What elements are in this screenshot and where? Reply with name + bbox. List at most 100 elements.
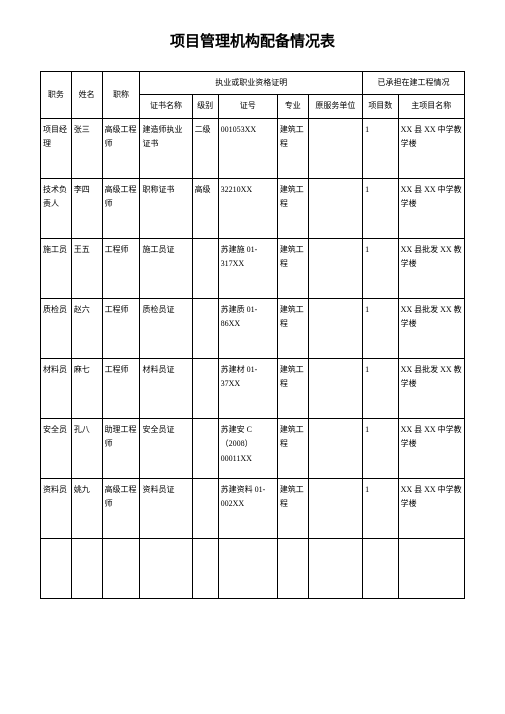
cell-major: 建筑工程 — [277, 178, 308, 238]
cell-empty — [140, 538, 192, 598]
cell-jobTitle: 工程师 — [102, 238, 140, 298]
table-row-empty — [41, 538, 465, 598]
header-name: 姓名 — [71, 72, 102, 119]
cell-empty — [192, 538, 218, 598]
cell-certNo: 苏建材 01-37XX — [218, 358, 277, 418]
cell-certNo: 001053XX — [218, 118, 277, 178]
table-row: 材料员麻七工程师材料员证苏建材 01-37XX建筑工程 1XX 县批发 XX 教学… — [41, 358, 465, 418]
cell-projName: XX 县 XX 中学教学楼 — [398, 178, 464, 238]
table-row: 项目经理张三高级工程师建造师执业证书二级001053XX建筑工程 1XX 县 XX… — [41, 118, 465, 178]
cell-name: 姚九 — [71, 478, 102, 538]
cell-certNo: 苏建资料 01-002XX — [218, 478, 277, 538]
cell-certName: 质检员证 — [140, 298, 192, 358]
cell-origUnit — [308, 478, 362, 538]
cell-name: 赵六 — [71, 298, 102, 358]
cell-origUnit — [308, 238, 362, 298]
header-certno: 证号 — [218, 95, 277, 118]
cell-projName: XX 县批发 XX 教学楼 — [398, 358, 464, 418]
cell-level — [192, 358, 218, 418]
header-projgroup: 已承担在建工程情况 — [363, 72, 465, 95]
cell-name: 张三 — [71, 118, 102, 178]
cell-position: 材料员 — [41, 358, 72, 418]
cell-certName: 建造师执业证书 — [140, 118, 192, 178]
cell-position: 安全员 — [41, 418, 72, 478]
cell-empty — [277, 538, 308, 598]
cell-projName: XX 县批发 XX 教学楼 — [398, 298, 464, 358]
cell-projCount: 1 — [363, 178, 399, 238]
header-position: 职务 — [41, 72, 72, 119]
header-projname: 主项目名称 — [398, 95, 464, 118]
cell-projCount: 1 — [363, 238, 399, 298]
cell-name: 孔八 — [71, 418, 102, 478]
staffing-table: 职务 姓名 职称 执业或职业资格证明 已承担在建工程情况 证书名称 级别 证号 … — [40, 71, 465, 599]
cell-origUnit — [308, 178, 362, 238]
cell-certName: 职称证书 — [140, 178, 192, 238]
cell-origUnit — [308, 418, 362, 478]
cell-projName: XX 县 XX 中学教学楼 — [398, 418, 464, 478]
cell-origUnit — [308, 298, 362, 358]
header-projcount: 项目数 — [363, 95, 399, 118]
cell-level — [192, 418, 218, 478]
cell-empty — [363, 538, 399, 598]
cell-level — [192, 238, 218, 298]
cell-major: 建筑工程 — [277, 118, 308, 178]
header-certname: 证书名称 — [140, 95, 192, 118]
cell-level: 二级 — [192, 118, 218, 178]
cell-position: 施工员 — [41, 238, 72, 298]
cell-position: 资料员 — [41, 478, 72, 538]
cell-jobTitle: 高级工程师 — [102, 118, 140, 178]
cell-major: 建筑工程 — [277, 238, 308, 298]
cell-jobTitle: 高级工程师 — [102, 478, 140, 538]
cell-empty — [308, 538, 362, 598]
cell-jobTitle: 工程师 — [102, 358, 140, 418]
header-origunit: 原服务单位 — [308, 95, 362, 118]
cell-projName: XX 县 XX 中学教学楼 — [398, 478, 464, 538]
cell-projCount: 1 — [363, 418, 399, 478]
table-row: 施工员王五工程师施工员证苏建施 01-317XX建筑工程 1XX 县批发 XX 教… — [41, 238, 465, 298]
table-row: 质检员赵六工程师质检员证苏建质 01-86XX建筑工程 1XX 县批发 XX 教学… — [41, 298, 465, 358]
cell-projCount: 1 — [363, 478, 399, 538]
cell-projCount: 1 — [363, 358, 399, 418]
table-row: 技术负责人李四高级工程师职称证书高级32210XX建筑工程1XX 县 XX 中学… — [41, 178, 465, 238]
cell-certName: 资料员证 — [140, 478, 192, 538]
cell-certNo: 苏建施 01-317XX — [218, 238, 277, 298]
cell-major: 建筑工程 — [277, 358, 308, 418]
cell-projName: XX 县批发 XX 教学楼 — [398, 238, 464, 298]
header-qualgroup: 执业或职业资格证明 — [140, 72, 363, 95]
cell-jobTitle: 工程师 — [102, 298, 140, 358]
cell-projCount: 1 — [363, 298, 399, 358]
cell-position: 技术负责人 — [41, 178, 72, 238]
cell-origUnit — [308, 118, 362, 178]
cell-name: 王五 — [71, 238, 102, 298]
table-body: 项目经理张三高级工程师建造师执业证书二级001053XX建筑工程1XX 县 XX… — [41, 118, 465, 598]
cell-certNo: 苏建质 01-86XX — [218, 298, 277, 358]
cell-level — [192, 478, 218, 538]
cell-jobTitle: 高级工程师 — [102, 178, 140, 238]
cell-major: 建筑工程 — [277, 418, 308, 478]
cell-projCount: 1 — [363, 118, 399, 178]
cell-certNo: 32210XX — [218, 178, 277, 238]
cell-level — [192, 298, 218, 358]
cell-empty — [41, 538, 72, 598]
cell-major: 建筑工程 — [277, 298, 308, 358]
cell-name: 麻七 — [71, 358, 102, 418]
cell-certName: 材料员证 — [140, 358, 192, 418]
cell-major: 建筑工程 — [277, 478, 308, 538]
cell-certName: 施工员证 — [140, 238, 192, 298]
cell-name: 李四 — [71, 178, 102, 238]
cell-projName: XX 县 XX 中学教学楼 — [398, 118, 464, 178]
cell-empty — [102, 538, 140, 598]
page-title: 项目管理机构配备情况表 — [40, 30, 465, 51]
cell-origUnit — [308, 358, 362, 418]
cell-empty — [218, 538, 277, 598]
cell-certNo: 苏建安 C（2008）00011XX — [218, 418, 277, 478]
table-row: 安全员孔八助理工程师安全员证苏建安 C（2008）00011XX建筑工程 1XX … — [41, 418, 465, 478]
cell-jobTitle: 助理工程师 — [102, 418, 140, 478]
header-level: 级别 — [192, 95, 218, 118]
cell-empty — [398, 538, 464, 598]
cell-empty — [71, 538, 102, 598]
cell-position: 项目经理 — [41, 118, 72, 178]
cell-position: 质检员 — [41, 298, 72, 358]
table-row: 资料员姚九高级工程师资料员证苏建资料 01-002XX建筑工程 1XX 县 XX … — [41, 478, 465, 538]
cell-certName: 安全员证 — [140, 418, 192, 478]
